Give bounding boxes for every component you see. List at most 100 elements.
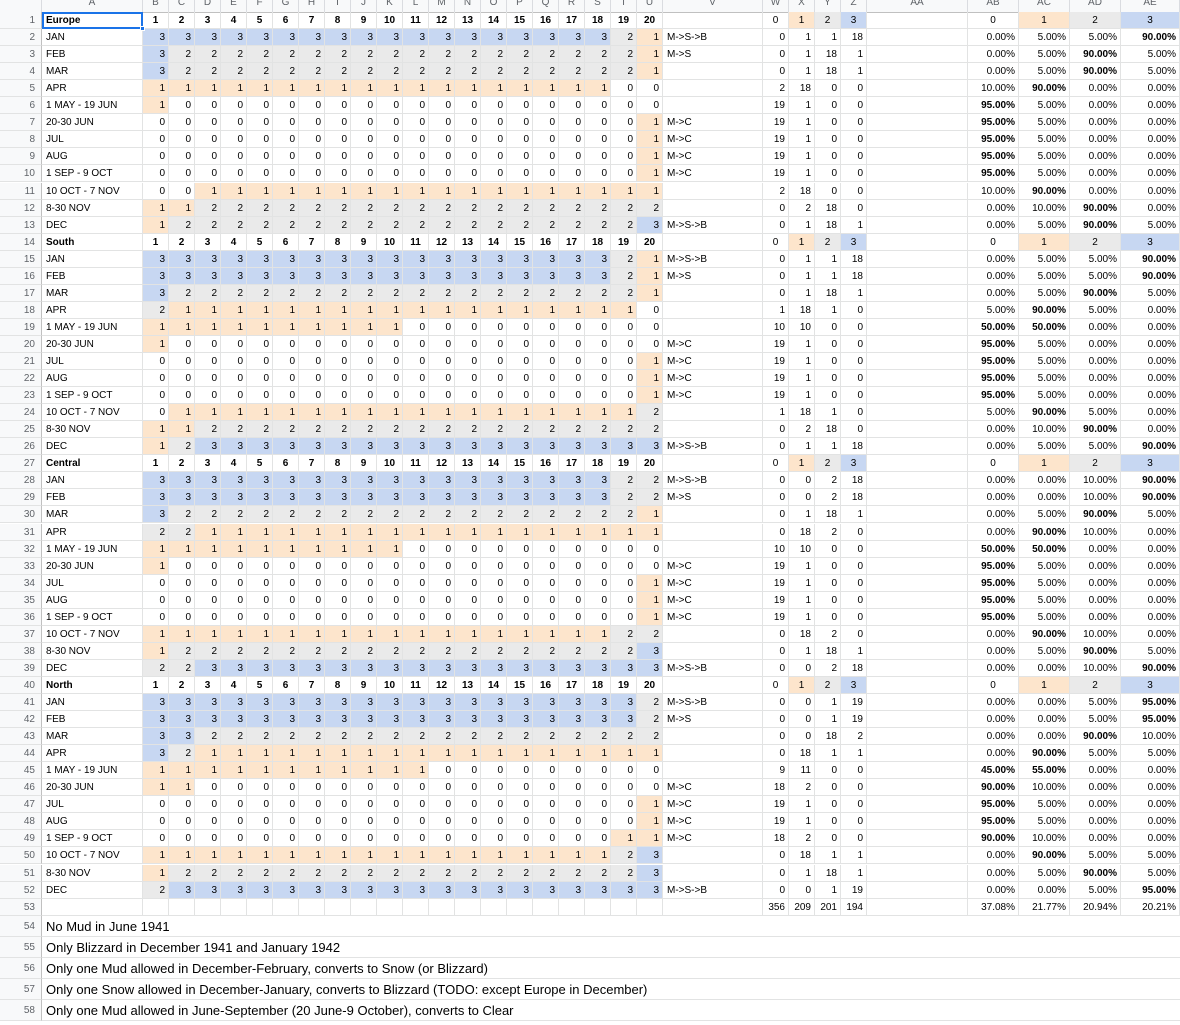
count-cell[interactable]: 1 (789, 29, 815, 47)
weather-cell[interactable]: 3 (403, 711, 429, 729)
weather-cell[interactable]: 3 (377, 267, 403, 285)
weather-cell[interactable]: 2 (429, 199, 455, 217)
weather-cell[interactable]: 1 (481, 745, 507, 763)
weather-cell[interactable]: 0 (429, 97, 455, 115)
empty-cell[interactable] (867, 29, 968, 47)
weather-cell[interactable]: 1 (403, 762, 429, 780)
count-cell[interactable]: 0 (841, 557, 867, 575)
weather-cell[interactable]: 3 (611, 694, 637, 712)
weather-cell[interactable]: 1 (195, 318, 221, 336)
weather-cell[interactable]: 1 (481, 404, 507, 422)
empty-cell[interactable] (867, 557, 968, 575)
count-cell[interactable]: 1 (789, 353, 815, 371)
turn-number-cell[interactable]: 12 (429, 12, 455, 30)
weather-cell[interactable]: 2 (299, 864, 325, 882)
count-cell[interactable]: 0 (763, 506, 789, 524)
weather-cell[interactable]: 2 (403, 506, 429, 524)
row-header[interactable]: 28 (0, 472, 42, 490)
weather-cell[interactable]: 3 (481, 489, 507, 507)
count-cell[interactable]: 0 (841, 796, 867, 814)
weather-cell[interactable]: 1 (637, 131, 663, 149)
column-header[interactable]: N (455, 0, 481, 12)
weather-cell[interactable]: 0 (221, 387, 247, 405)
weather-cell[interactable]: 0 (559, 131, 585, 149)
weather-cell[interactable]: 0 (429, 608, 455, 626)
percent-cell[interactable]: 50.00% (1019, 318, 1070, 336)
weather-cell[interactable]: 2 (299, 421, 325, 439)
percent-cell[interactable]: 90.00% (1070, 46, 1121, 64)
weather-cell[interactable]: 1 (351, 318, 377, 336)
percent-cell[interactable]: 0.00% (1121, 421, 1180, 439)
row-header[interactable]: 47 (0, 796, 42, 814)
conversion-cell[interactable] (663, 728, 763, 746)
weather-cell[interactable]: 0 (377, 335, 403, 353)
weather-cell[interactable]: 0 (377, 353, 403, 371)
percent-cell[interactable]: 95.00% (968, 353, 1019, 371)
weather-cell[interactable]: 2 (455, 864, 481, 882)
percent-cell[interactable]: 5.00% (1019, 97, 1070, 115)
weather-cell[interactable]: 1 (637, 813, 663, 831)
weather-cell[interactable]: 1 (507, 847, 533, 865)
weather-cell[interactable]: 1 (169, 779, 195, 797)
percent-cell[interactable]: 10.00% (1121, 728, 1180, 746)
weather-cell[interactable]: 0 (143, 574, 169, 592)
weather-cell[interactable]: 2 (429, 216, 455, 234)
weather-cell[interactable]: 1 (143, 80, 169, 98)
empty-cell[interactable] (867, 574, 968, 592)
percent-cell[interactable]: 55.00% (1019, 762, 1070, 780)
weather-cell[interactable]: 2 (403, 284, 429, 302)
turn-number-cell[interactable]: 2 (169, 233, 195, 251)
weather-cell[interactable]: 1 (169, 762, 195, 780)
weather-cell[interactable]: 2 (429, 506, 455, 524)
weather-cell[interactable]: 0 (325, 387, 351, 405)
weather-cell[interactable]: 0 (611, 540, 637, 558)
weather-cell[interactable]: 2 (507, 864, 533, 882)
weather-cell[interactable]: 3 (559, 438, 585, 456)
percent-cell[interactable]: 90.00% (1121, 659, 1180, 677)
percent-cell[interactable]: 0.00% (1121, 813, 1180, 831)
row-header[interactable]: 2 (0, 29, 42, 47)
weather-cell[interactable]: 0 (351, 813, 377, 831)
weather-cell[interactable]: 1 (455, 301, 481, 319)
percent-cell[interactable]: 5.00% (1019, 591, 1070, 609)
turn-number-cell[interactable]: 6 (273, 455, 299, 473)
weather-cell[interactable]: 1 (351, 540, 377, 558)
weather-cell[interactable]: 3 (455, 659, 481, 677)
percent-cell[interactable]: 5.00% (1019, 284, 1070, 302)
row-header[interactable]: 10 (0, 165, 42, 183)
row-header[interactable]: 42 (0, 711, 42, 729)
weather-cell[interactable]: 0 (637, 762, 663, 780)
weather-cell[interactable]: 0 (273, 148, 299, 166)
weather-cell[interactable]: 0 (429, 165, 455, 183)
weather-cell[interactable]: 0 (429, 353, 455, 371)
weather-cell[interactable]: 0 (533, 318, 559, 336)
weather-cell[interactable]: 0 (403, 165, 429, 183)
weather-cell[interactable]: 3 (351, 694, 377, 712)
weather-cell[interactable]: 1 (351, 762, 377, 780)
weather-cell[interactable]: 1 (299, 404, 325, 422)
conversion-cell[interactable]: M->S->B (663, 472, 763, 490)
weather-cell[interactable]: 0 (429, 387, 455, 405)
count-cell[interactable]: 19 (763, 370, 789, 388)
weather-cell[interactable]: 3 (377, 659, 403, 677)
weather-cell[interactable]: 0 (455, 796, 481, 814)
weather-cell[interactable]: 2 (533, 46, 559, 64)
weather-cell[interactable]: 3 (299, 250, 325, 268)
count-cell[interactable]: 11 (789, 762, 815, 780)
weather-cell[interactable]: 0 (299, 97, 325, 115)
percent-cell[interactable]: 0.00% (1121, 796, 1180, 814)
row-header[interactable]: 23 (0, 387, 42, 405)
weather-cell[interactable]: 0 (377, 387, 403, 405)
period-label[interactable]: JUL (42, 796, 143, 814)
weather-cell[interactable]: 0 (247, 557, 273, 575)
weather-cell[interactable]: 0 (273, 114, 299, 132)
period-label[interactable]: 10 OCT - 7 NOV (42, 182, 143, 200)
weather-cell[interactable]: 3 (455, 881, 481, 899)
weather-cell[interactable]: 1 (403, 80, 429, 98)
weather-cell[interactable]: 1 (299, 540, 325, 558)
weather-cell[interactable]: 1 (559, 80, 585, 98)
weather-cell[interactable]: 1 (143, 438, 169, 456)
row-header[interactable]: 22 (0, 370, 42, 388)
empty-cell[interactable] (867, 267, 968, 285)
weather-cell[interactable]: 2 (377, 728, 403, 746)
